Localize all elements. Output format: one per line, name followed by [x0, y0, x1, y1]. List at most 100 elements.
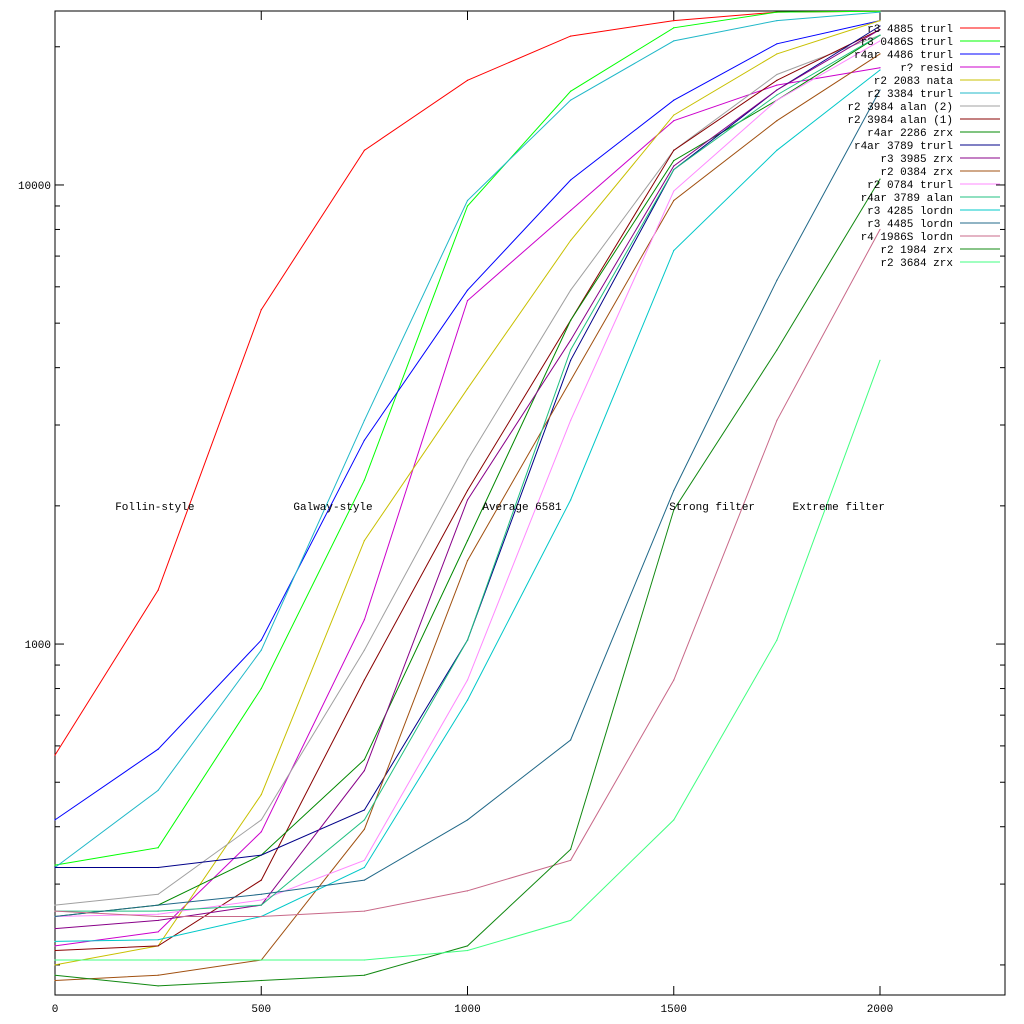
series-line-r3-3985-zrx: [54, 29, 881, 930]
data-point: [363, 879, 365, 881]
legend-label: r4ar 2286 zrx: [867, 128, 953, 140]
data-point: [363, 770, 365, 772]
data-point: [260, 819, 262, 821]
data-point: [466, 540, 469, 542]
data-point: [363, 649, 365, 651]
annotation-label: Average 6581: [482, 502, 562, 514]
data-point: [260, 899, 262, 901]
data-point: [260, 309, 262, 311]
data-point: [157, 959, 159, 961]
data-point: [673, 40, 675, 42]
data-point: [260, 793, 262, 796]
data-point: [54, 904, 56, 906]
data-point: [260, 687, 262, 690]
data-point: [466, 890, 469, 892]
data-point: [879, 178, 881, 180]
legend-label: r2 0784 trurl: [867, 180, 953, 192]
series-line-r4ar-3789-trurl: [55, 25, 881, 868]
legend-label: r2 0384 zrx: [880, 167, 953, 179]
data-point: [157, 985, 159, 987]
data-point: [54, 819, 56, 821]
data-point: [466, 79, 469, 81]
data-point: [673, 679, 675, 681]
data-point: [673, 149, 675, 151]
legend-label: r? resid: [900, 63, 953, 75]
data-point: [260, 639, 262, 641]
x-tick-label: 500: [251, 1004, 271, 1016]
data-point: [776, 11, 778, 13]
data-point: [363, 828, 365, 830]
data-point: [54, 974, 56, 976]
y-tick-label: 10000: [18, 181, 51, 193]
data-point: [157, 893, 159, 895]
data-point: [879, 11, 881, 13]
data-point: [673, 819, 675, 821]
series-line-r2-3984-alan-2-: [54, 34, 881, 906]
data-point: [466, 199, 469, 202]
data-point: [260, 979, 262, 982]
data-point: [570, 419, 572, 422]
x-tick-label: 2000: [867, 1004, 893, 1016]
data-point: [466, 819, 469, 821]
legend-label: r2 3684 zrx: [880, 258, 953, 270]
data-point: [260, 915, 262, 918]
data-point: [466, 388, 469, 390]
data-point: [363, 439, 365, 441]
data-point: [363, 910, 365, 912]
data-point: [466, 489, 469, 492]
x-tick-label: 0: [52, 1004, 59, 1016]
data-point: [776, 419, 778, 422]
data-point: [157, 939, 159, 941]
series-line-r2-3684-zrx: [55, 360, 881, 961]
data-point: [776, 349, 778, 351]
data-point: [363, 866, 365, 869]
series-line-r3-0486s-trurl: [54, 10, 881, 866]
data-point: [260, 959, 262, 961]
data-point: [54, 945, 56, 947]
data-point: [157, 910, 159, 912]
data-point: [776, 639, 778, 641]
data-point: [776, 99, 778, 101]
data-point: [570, 90, 572, 92]
data-point: [466, 559, 469, 562]
data-point: [570, 739, 572, 741]
data-point: [570, 859, 572, 861]
legend-label: r3 4485 lordn: [867, 219, 953, 231]
data-point: [673, 489, 675, 492]
series-line-r4-1986s-lordn: [54, 229, 881, 917]
annotation-label: Strong filter: [669, 502, 755, 514]
data-point: [466, 289, 469, 291]
data-point: [54, 927, 56, 930]
data-point: [879, 89, 881, 91]
data-point: [879, 69, 881, 71]
data-point: [54, 959, 56, 961]
data-point: [363, 149, 365, 151]
x-tick-labels: 0 500 1000 1500 2000: [52, 1004, 894, 1016]
y-tick-label: 1000: [25, 640, 51, 652]
data-point: [466, 205, 469, 207]
data-point: [673, 165, 675, 167]
data-point: [570, 339, 572, 341]
data-point: [363, 419, 365, 422]
data-point: [54, 979, 56, 982]
y-tick-labels: 1000 10000: [18, 181, 51, 652]
data-point: [776, 279, 778, 281]
data-point: [776, 73, 778, 76]
data-point: [363, 859, 365, 861]
data-point: [776, 20, 778, 22]
data-point: [879, 20, 881, 22]
legend-label: r2 1984 zrx: [880, 245, 953, 257]
data-point: [879, 25, 881, 27]
data-point: [570, 99, 572, 101]
data-point: [54, 910, 56, 912]
data-point: [260, 904, 262, 906]
data-point: [570, 379, 572, 382]
data-point: [54, 964, 56, 966]
data-point: [54, 866, 56, 869]
data-point: [776, 79, 778, 81]
x-tick-label: 1500: [661, 1004, 687, 1016]
data-point: [673, 190, 675, 192]
data-point: [260, 831, 262, 833]
legend-label: r2 2083 nata: [874, 76, 954, 88]
